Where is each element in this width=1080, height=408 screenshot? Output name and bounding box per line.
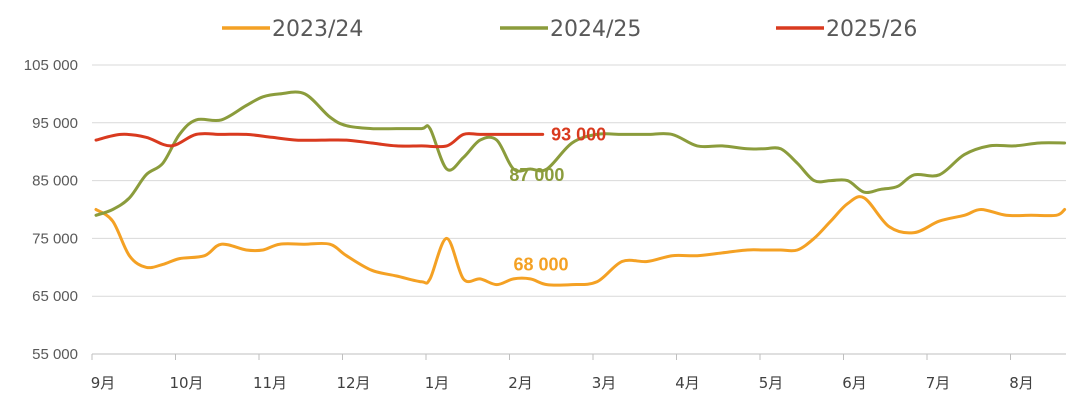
legend-label-2025-26: 2025/26 <box>826 17 917 42</box>
y-axis: 55 000 65 000 75 000 85 000 95 000 105 000 <box>24 57 78 363</box>
x-tick-label: 6月 <box>842 374 867 392</box>
x-tick-label: 4月 <box>675 374 700 392</box>
grid-lines <box>92 64 1066 355</box>
x-axis: 9月 10月 11月 12月 1月 2月 3月 4月 5月 6月 7月 8月 <box>91 354 1034 392</box>
series-line-2023-24 <box>94 195 1067 287</box>
legend-label-2023-24: 2023/24 <box>272 17 363 42</box>
x-tick-label: 12月 <box>336 374 370 392</box>
x-tick-label: 5月 <box>759 374 784 392</box>
data-label-2024-25: 87 000 <box>509 165 564 185</box>
data-label-2023-24: 68 000 <box>514 254 569 274</box>
legend: 2023/24 2024/25 2025/26 <box>222 17 917 42</box>
series-lines <box>94 90 1067 287</box>
y-tick-label: 75 000 <box>32 230 78 247</box>
x-tick-label: 10月 <box>169 374 203 392</box>
legend-label-2024-25: 2024/25 <box>550 17 641 42</box>
x-tick-label: 11月 <box>253 374 287 392</box>
y-tick-label: 85 000 <box>32 173 78 190</box>
y-tick-label: 55 000 <box>32 346 78 363</box>
x-tick-label: 8月 <box>1009 374 1034 392</box>
series-line-2025-26 <box>94 132 545 149</box>
series-line-2024-25 <box>94 90 1067 217</box>
x-tick-label: 2月 <box>508 374 533 392</box>
y-tick-label: 105 000 <box>24 57 78 74</box>
annotations: 93 000 87 000 68 000 <box>509 124 606 274</box>
x-tick-label: 9月 <box>91 374 116 392</box>
data-label-2025-26: 93 000 <box>551 124 606 144</box>
y-tick-label: 95 000 <box>32 115 78 132</box>
x-tick-label: 1月 <box>425 374 450 392</box>
x-tick-label: 3月 <box>592 374 617 392</box>
y-tick-label: 65 000 <box>32 288 78 305</box>
x-tick-label: 7月 <box>926 374 951 392</box>
